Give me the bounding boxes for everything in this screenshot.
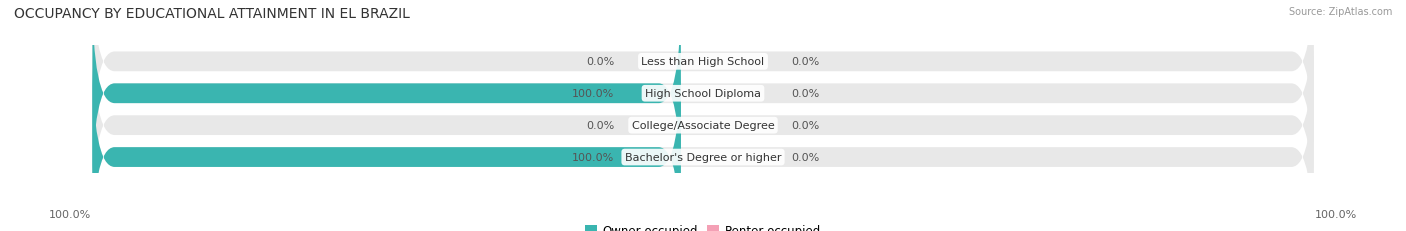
- Text: Less than High School: Less than High School: [641, 57, 765, 67]
- FancyBboxPatch shape: [93, 56, 1313, 231]
- FancyBboxPatch shape: [93, 0, 1313, 195]
- Text: Bachelor's Degree or higher: Bachelor's Degree or higher: [624, 152, 782, 162]
- Text: 100.0%: 100.0%: [1315, 210, 1357, 219]
- Text: 0.0%: 0.0%: [792, 152, 820, 162]
- Text: Source: ZipAtlas.com: Source: ZipAtlas.com: [1288, 7, 1392, 17]
- FancyBboxPatch shape: [93, 24, 1313, 227]
- Text: High School Diploma: High School Diploma: [645, 89, 761, 99]
- Legend: Owner-occupied, Renter-occupied: Owner-occupied, Renter-occupied: [585, 224, 821, 231]
- Text: 100.0%: 100.0%: [572, 152, 614, 162]
- Text: 100.0%: 100.0%: [49, 210, 91, 219]
- Text: College/Associate Degree: College/Associate Degree: [631, 121, 775, 131]
- Text: 0.0%: 0.0%: [586, 121, 614, 131]
- Text: 100.0%: 100.0%: [572, 89, 614, 99]
- FancyBboxPatch shape: [93, 56, 681, 231]
- Text: 0.0%: 0.0%: [586, 57, 614, 67]
- Text: OCCUPANCY BY EDUCATIONAL ATTAINMENT IN EL BRAZIL: OCCUPANCY BY EDUCATIONAL ATTAINMENT IN E…: [14, 7, 411, 21]
- FancyBboxPatch shape: [93, 0, 1313, 163]
- Text: 0.0%: 0.0%: [792, 57, 820, 67]
- FancyBboxPatch shape: [93, 0, 681, 195]
- Text: 0.0%: 0.0%: [792, 89, 820, 99]
- Text: 0.0%: 0.0%: [792, 121, 820, 131]
